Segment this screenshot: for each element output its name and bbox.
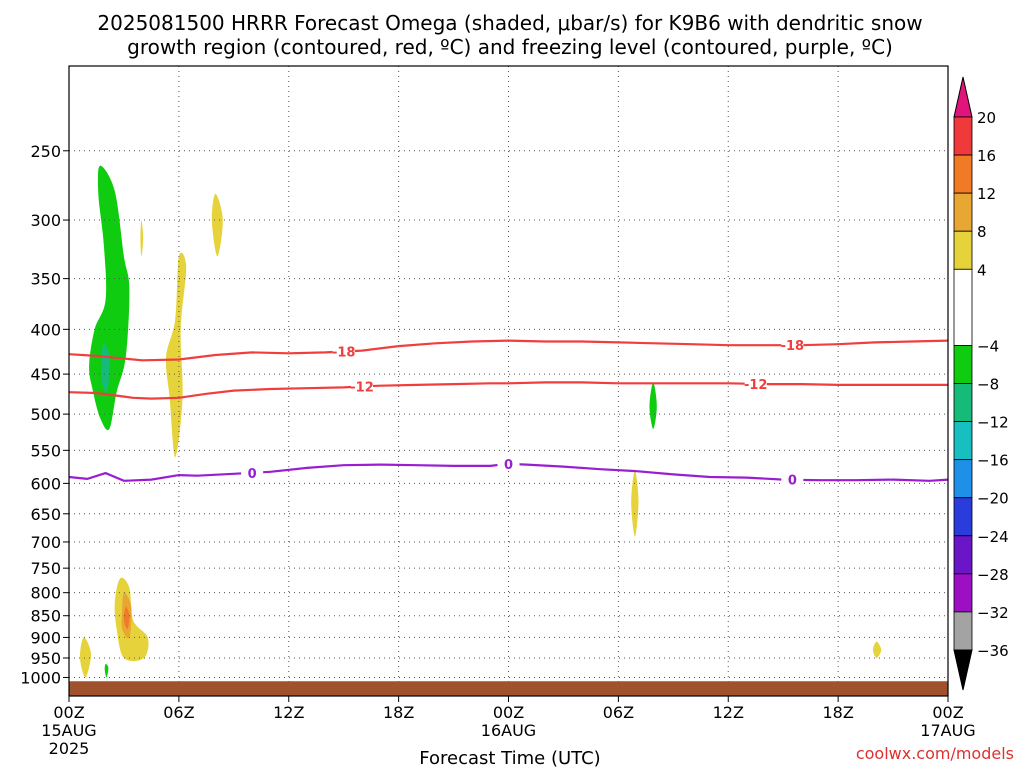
omega-area — [104, 663, 109, 678]
contour-label-bg — [332, 343, 355, 359]
contour-label-bg — [241, 464, 264, 480]
contour-lines: -18 -18 -12 -12 0 0 0 — [68, 337, 949, 489]
x-tick-date: 17AUG — [920, 721, 975, 740]
y-tick-label: 450 — [30, 365, 61, 384]
colorbar-tick-label: −28 — [977, 566, 1009, 584]
contour-label: 0 — [788, 474, 797, 489]
contour-label: -18 — [781, 339, 805, 354]
colorbar-tick-label: 12 — [977, 185, 996, 203]
colorbar-bin — [953, 154, 973, 194]
chart-title-line2: growth region (contoured, red, ºC) and f… — [127, 35, 893, 59]
y-tick-label: 800 — [30, 584, 61, 603]
y-tick-label: 300 — [30, 211, 61, 230]
y-tick-label: 400 — [30, 320, 61, 339]
colorbar-bin — [953, 383, 973, 422]
x-tick-label: 00Z — [932, 703, 963, 722]
colorbar-tick-label: 20 — [977, 109, 996, 127]
x-axis-label: Forecast Time (UTC) — [419, 748, 600, 768]
contour-label: 0 — [248, 467, 257, 482]
omega-area — [79, 637, 92, 678]
omega-area — [872, 641, 882, 658]
x-tick-label: 06Z — [163, 703, 194, 722]
x-tick-label: 18Z — [822, 703, 853, 722]
x-tick-label: 00Z — [493, 703, 524, 722]
omega-area — [165, 252, 187, 458]
credit-link[interactable]: coolwx.com/models — [856, 744, 1014, 763]
colorbar-bin — [953, 192, 973, 232]
y-tick-label: 900 — [30, 628, 61, 647]
colorbar-tick-label: 4 — [977, 261, 987, 279]
contour-label: -12 — [350, 381, 374, 396]
colorbar-tick-label: −36 — [977, 642, 1009, 660]
contour-label: 0 — [504, 458, 513, 473]
gridlines — [69, 66, 948, 696]
pressure-axis: 250 300 350 400 450 500 550 600 650 700 750 800 850 9… — [20, 142, 69, 687]
y-tick-label: 500 — [30, 405, 61, 424]
contour-label-bg — [744, 375, 767, 391]
omega-area — [101, 343, 110, 392]
omega-area — [123, 606, 130, 629]
colorbar-tick-label: −8 — [977, 376, 999, 394]
colorbar-bin — [953, 497, 973, 537]
x-tick-date: 15AUG — [41, 721, 96, 740]
omega-shading — [79, 165, 882, 678]
chart-title-line1: 2025081500 HRRR Forecast Omega (shaded, … — [97, 11, 922, 35]
y-tick-label: 750 — [30, 559, 61, 578]
omega-area — [140, 220, 144, 257]
colorbar-tick-label: −20 — [977, 490, 1009, 508]
x-tick-date: 16AUG — [481, 721, 536, 740]
colorbar-tick-label: −12 — [977, 414, 1009, 432]
x-tick-label: 12Z — [713, 703, 744, 722]
contour-label-bg — [781, 337, 804, 353]
y-tick-label: 650 — [30, 505, 61, 524]
contour-label: -18 — [332, 345, 356, 360]
y-tick-label: 350 — [30, 270, 61, 289]
x-tick-label: 06Z — [603, 703, 634, 722]
x-tick-label: 00Z — [53, 703, 84, 722]
colorbar-bin — [953, 611, 973, 651]
contour-line — [68, 381, 948, 400]
colorbar-bin — [953, 573, 973, 613]
colorbar-bin — [953, 268, 973, 346]
colorbar-bin — [953, 535, 973, 575]
y-tick-label: 950 — [30, 649, 61, 668]
y-tick-label: 1000 — [20, 668, 61, 687]
colorbar-tick-label: 8 — [977, 223, 987, 241]
colorbar-top-arrow — [953, 76, 973, 118]
colorbar-bin — [953, 421, 973, 461]
y-tick-label: 550 — [30, 441, 61, 460]
contour-label: -12 — [744, 378, 768, 393]
colorbar-tick-label: 16 — [977, 147, 996, 165]
colorbar-tick-label: −16 — [977, 452, 1009, 470]
y-tick-label: 600 — [30, 474, 61, 493]
omega-area — [114, 577, 149, 662]
omega-area — [89, 165, 130, 431]
contour-label-bg — [497, 455, 520, 471]
colorbar-tick-label: −4 — [977, 337, 999, 355]
x-tick-label: 18Z — [383, 703, 414, 722]
contour-line — [68, 339, 949, 362]
colorbar-bin — [953, 230, 973, 270]
omega-area — [631, 470, 639, 537]
colorbar-bin — [953, 459, 973, 499]
y-tick-label: 700 — [30, 533, 61, 552]
ground-surface — [69, 681, 948, 696]
y-tick-label: 850 — [30, 607, 61, 626]
colorbar-bin — [953, 345, 973, 384]
colorbar-bottom-arrow — [953, 649, 973, 691]
colorbar: 20 16 12 8 4 −4 −8 −12 −16 −20 −24 −28 −32 −36 — [953, 76, 1009, 691]
contour-label-bg — [351, 378, 373, 394]
x-tick-label: 12Z — [273, 703, 304, 722]
colorbar-bin — [953, 116, 973, 156]
colorbar-tick-label: −32 — [977, 604, 1009, 622]
contour-label-bg — [781, 471, 804, 487]
omega-area — [649, 382, 657, 429]
omega-area — [211, 193, 223, 257]
colorbar-tick-label: −24 — [977, 528, 1009, 546]
y-tick-label: 250 — [30, 142, 61, 161]
x-tick-year: 2025 — [49, 739, 90, 758]
